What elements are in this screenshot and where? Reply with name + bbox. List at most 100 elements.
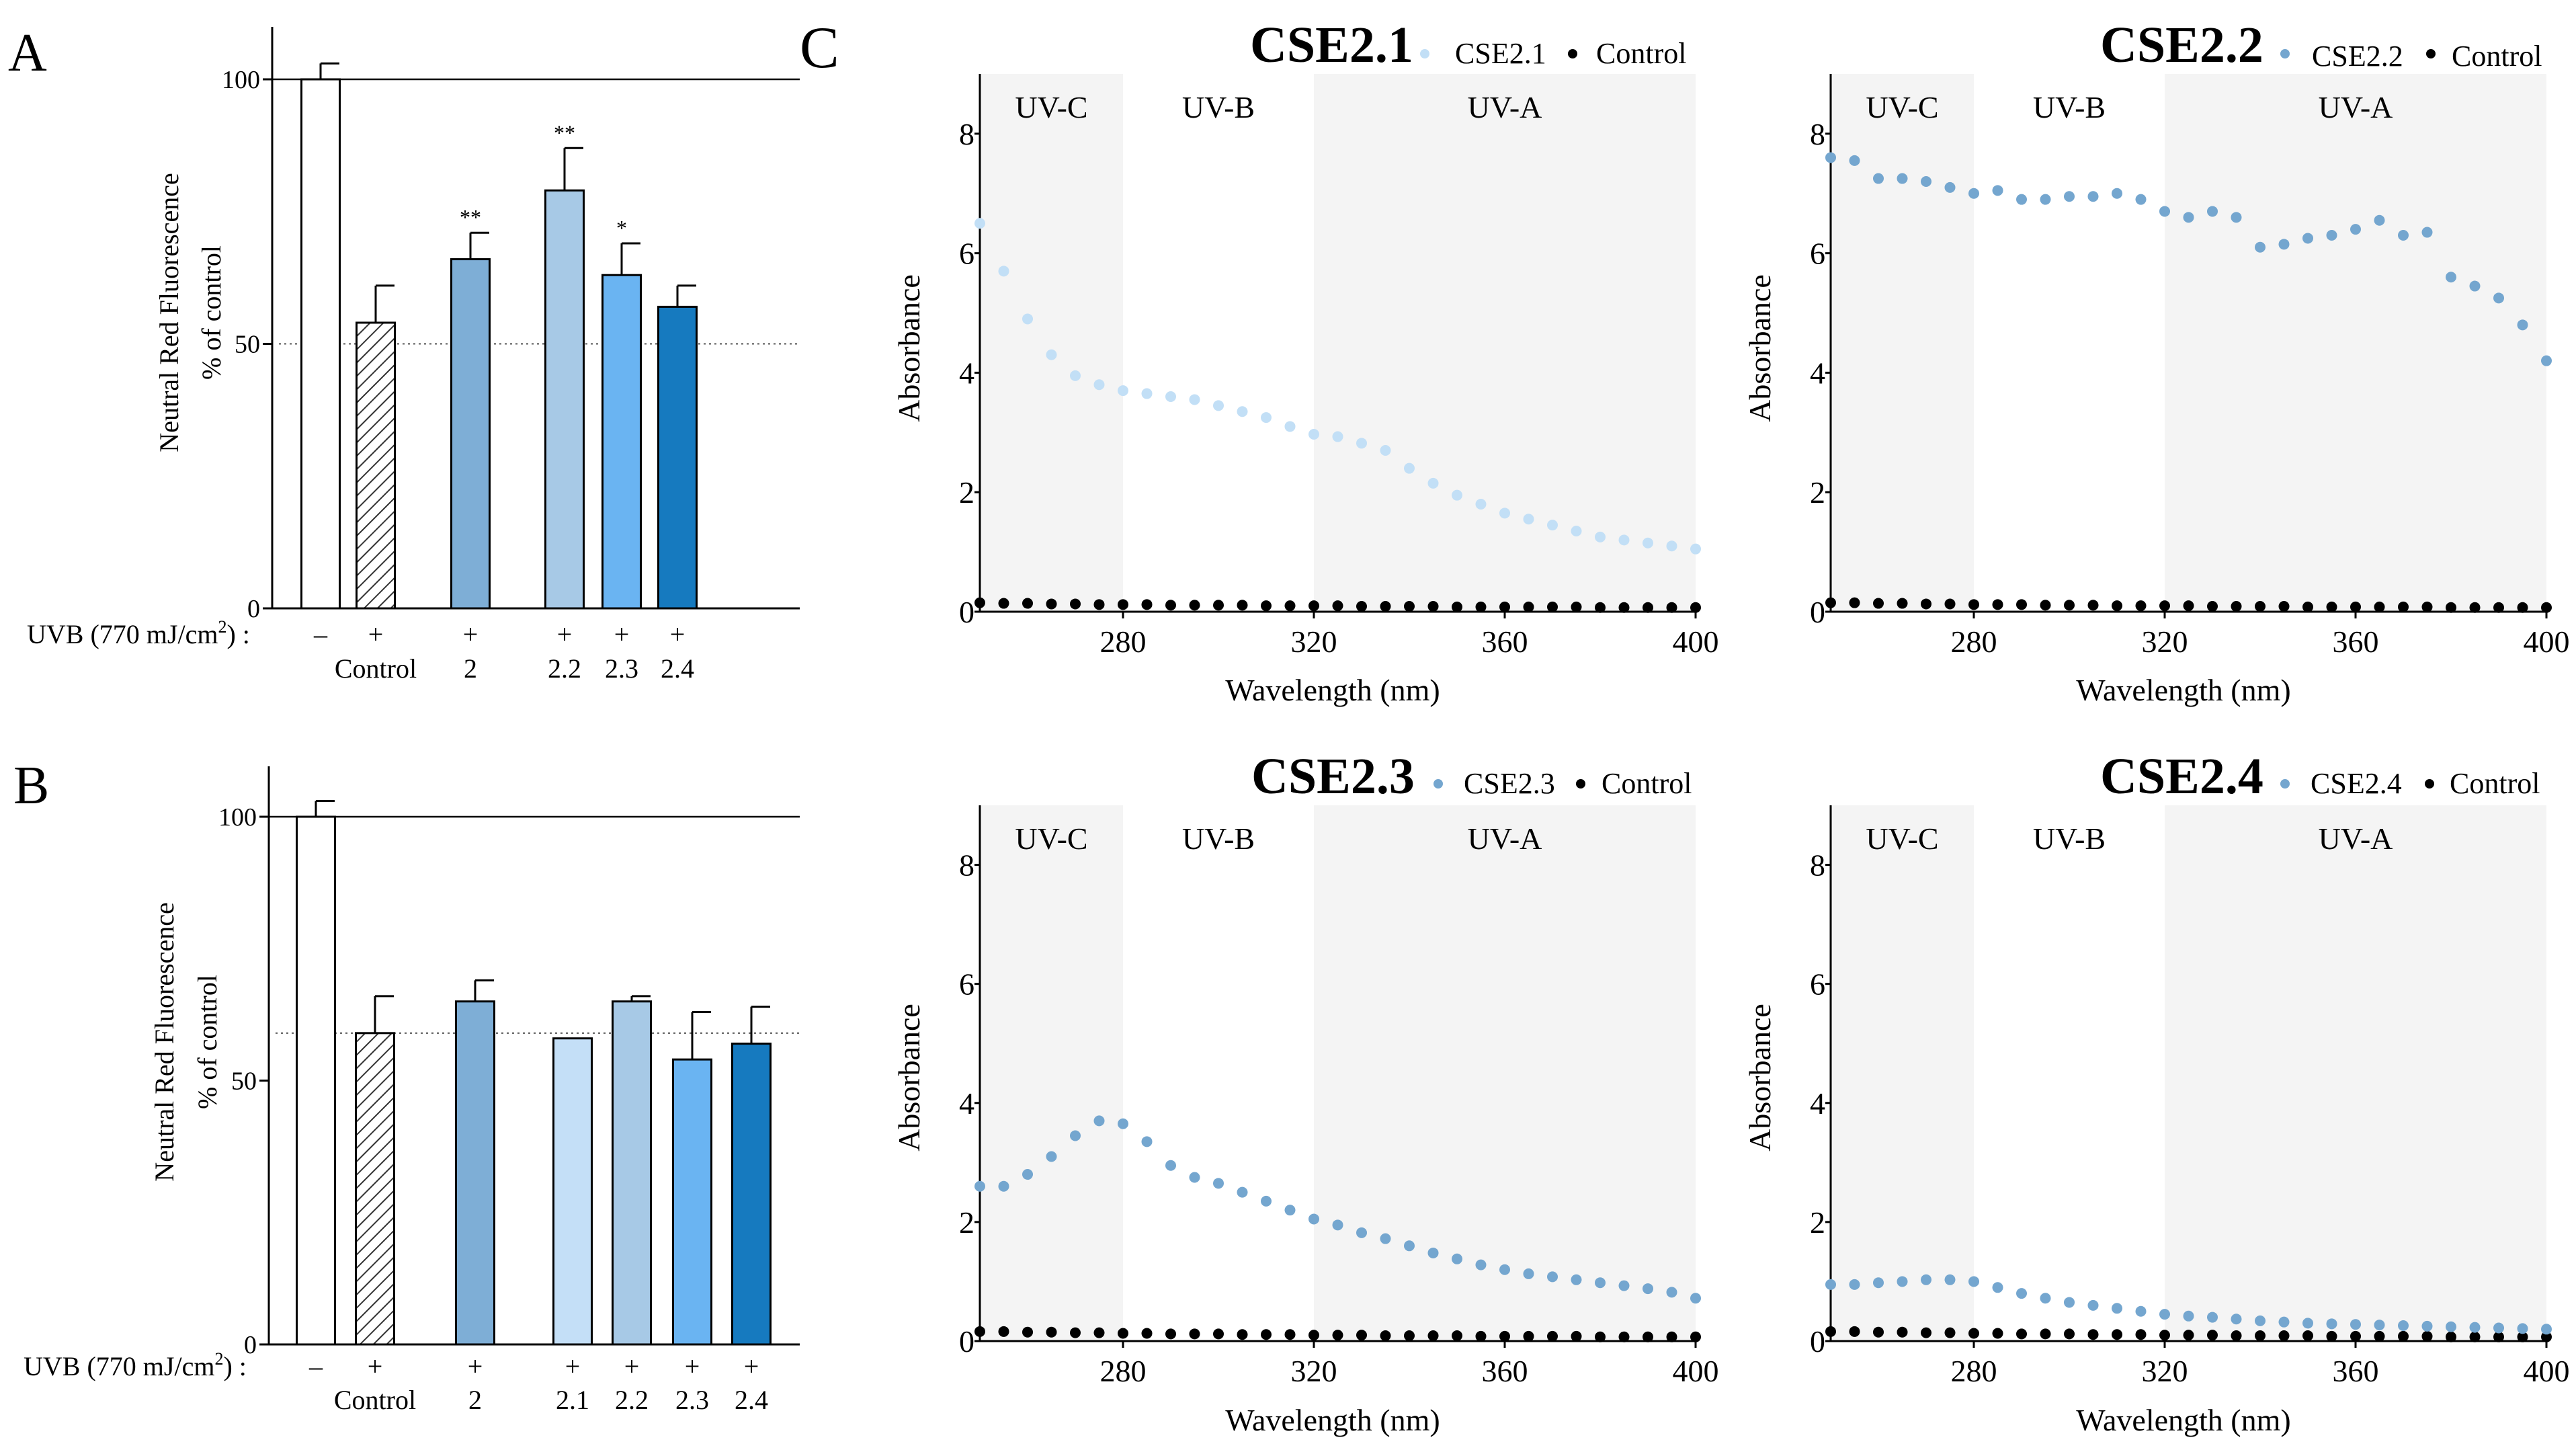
c4-control-point [2064, 1328, 2075, 1340]
c4-series-point [2446, 1321, 2456, 1332]
c4-control-point [1849, 1326, 1860, 1337]
panel-b-bar-chart: Neutral Red Fluorescence % of control UV… [24, 766, 800, 1415]
panel-a-bar [356, 321, 396, 610]
c4-control-point [2469, 1331, 2481, 1342]
c3-series-point [1213, 1178, 1224, 1189]
c2-control-point [2374, 601, 2385, 612]
c1-series-point [1046, 349, 1057, 360]
panel-c-cse2-3-plot: CSE2.3 CSE2.3 Control Absorbance Wavelen… [892, 748, 1719, 1437]
c1-series-point [1165, 391, 1176, 402]
c1-control-point [1499, 601, 1510, 612]
c3-control-point [1261, 1329, 1272, 1340]
c3-title: CSE2.3 [1251, 748, 1415, 805]
c3-series-point [1427, 1247, 1439, 1258]
c1-control-point [1356, 601, 1367, 612]
panel-b-bar [355, 1032, 395, 1346]
c1-series-point [1499, 508, 1510, 519]
c4-series-point [2112, 1303, 2122, 1314]
c3-series-point [1595, 1277, 1606, 1289]
c3-series-point [1070, 1130, 1081, 1141]
c4-legend-series-dot [2280, 779, 2290, 789]
c4-series-point [2064, 1297, 2075, 1308]
panel-b-uvb-mark: + [368, 1351, 383, 1381]
c3-control-point [1475, 1330, 1487, 1342]
c2-region-label: UV-A [2319, 90, 2393, 124]
c1-series-point [1118, 385, 1128, 397]
c4-series-point [2159, 1309, 2170, 1320]
c3-ylabel: Absorbance [892, 1004, 926, 1152]
c2-control-point [2469, 602, 2481, 613]
c4-series-point [1849, 1279, 1860, 1290]
c3-series-point [1499, 1264, 1510, 1275]
c4-title: CSE2.4 [2100, 748, 2263, 805]
c4-series-point [1873, 1277, 1884, 1289]
panel-a-category-label: 2 [464, 653, 477, 684]
c2-control-point [2541, 602, 2552, 613]
c1-control-point [1093, 599, 1105, 610]
c4-series-point [2207, 1311, 2218, 1323]
panel-b-ylabel-line2: % of control [192, 975, 222, 1109]
c3-legend-series-label: CSE2.3 [1464, 767, 1555, 800]
panel-b-bar [296, 815, 336, 1346]
c2-control-point [2255, 601, 2266, 612]
c1-control-point [1690, 602, 1701, 613]
c3-control-point [1404, 1330, 1415, 1342]
c1-xtick-label: 400 [1673, 624, 1719, 659]
panel-a-ylabel-line2: % of control [196, 245, 226, 380]
c1-control-point [1547, 601, 1558, 612]
c2-control-point [2231, 601, 2242, 612]
c1-control-point [1427, 601, 1439, 612]
c4-control-point [2421, 1330, 2433, 1342]
c2-control-point [2207, 601, 2218, 612]
panel-c-cse2-2-plot: CSE2.2 CSE2.2 Control Absorbance Wavelen… [1743, 17, 2570, 707]
c1-control-point [1284, 600, 1296, 612]
c4-control-point [1873, 1326, 1884, 1338]
c4-series-point [2421, 1320, 2433, 1332]
c2-series-point [2016, 194, 2027, 205]
c3-xtick-label: 320 [1291, 1354, 1337, 1388]
c3-region-label: UV-B [1182, 821, 1255, 856]
panel-b-uvb-mark: – [308, 1351, 323, 1381]
c4-control-point [1897, 1326, 1908, 1338]
panel-b-bar [455, 1000, 495, 1346]
c4-control-point [2135, 1329, 2147, 1340]
c4-control-point [2183, 1330, 2194, 1341]
c2-series-point [2350, 224, 2361, 235]
c1-control-point [1475, 601, 1487, 612]
c2-control-point [2446, 602, 2456, 613]
c2-control-point [1992, 599, 2003, 610]
c2-control-point [2278, 601, 2290, 612]
panel-label-c: C [800, 15, 839, 81]
c3-legend-control-label: Control [1602, 767, 1692, 800]
c4-ytick-label: 8 [1810, 848, 1825, 883]
c2-control-point [2350, 601, 2361, 612]
c2-series-point [2040, 194, 2051, 205]
c3-series-point [1404, 1240, 1415, 1252]
c3-series-point [1571, 1274, 1582, 1285]
c4-series-point [2087, 1299, 2099, 1311]
c4-series-point [1968, 1276, 1979, 1287]
c2-legend-control-label: Control [2452, 40, 2542, 73]
c3-series-point [1118, 1118, 1128, 1129]
c1-series-point [1690, 543, 1701, 555]
c3-series-point [1308, 1213, 1319, 1225]
c1-ylabel: Absorbance [892, 274, 926, 422]
c3-control-point [1427, 1330, 1439, 1342]
c4-legend-series-label: CSE2.4 [2311, 767, 2402, 800]
c2-series-point [2469, 280, 2481, 292]
c3-control-point [1452, 1330, 1462, 1342]
c3-control-point [1118, 1328, 1128, 1339]
c3-region-label: UV-A [1468, 821, 1542, 856]
c4-control-point [1944, 1327, 1956, 1338]
c2-ytick-label: 4 [1810, 356, 1825, 390]
c2-xlabel: Wavelength (nm) [2076, 673, 2290, 707]
c3-control-point [1284, 1329, 1296, 1340]
c2-control-point [2398, 601, 2409, 612]
c1-series-point [1643, 537, 1653, 549]
c3-control-point [1618, 1331, 1630, 1342]
c4-ytick-label: 6 [1810, 967, 1825, 1002]
c4-ylabel: Absorbance [1743, 1004, 1777, 1152]
c3-ytick-label: 2 [959, 1205, 974, 1240]
panel-c-cse2-1-plot: CSE2.1 CSE2.1 Control Absorbance Wavelen… [892, 17, 1719, 707]
c1-series-point [1595, 531, 1606, 542]
